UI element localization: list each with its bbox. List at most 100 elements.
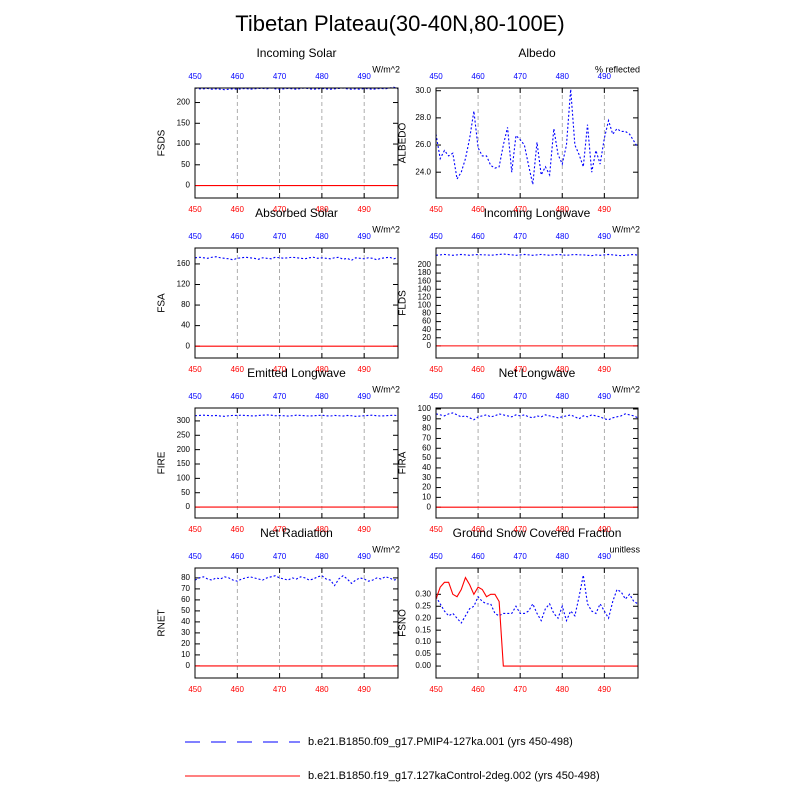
x-tick-label-bottom: 450 (188, 365, 202, 374)
x-tick-label-bottom: 460 (471, 365, 485, 374)
x-tick-label-top: 470 (513, 72, 527, 81)
y-tick-label: 250 (177, 430, 191, 439)
x-tick-label-bottom: 480 (315, 525, 329, 534)
y-axis-label: FSA (157, 293, 168, 313)
y-axis-label: FLDS (398, 290, 409, 316)
x-tick-label-top: 460 (471, 232, 485, 241)
x-tick-label-top: 460 (231, 72, 245, 81)
y-tick-label: 160 (177, 259, 191, 268)
series-line (435, 575, 639, 624)
x-tick-label-top: 490 (357, 72, 371, 81)
x-tick-label-bottom: 480 (556, 525, 570, 534)
x-tick-label-bottom: 490 (357, 525, 371, 534)
units-label: unitless (609, 544, 640, 554)
y-tick-label: 80 (181, 300, 190, 309)
x-tick-label-top: 480 (315, 552, 329, 561)
y-tick-label: 70 (422, 434, 431, 443)
x-tick-label-top: 480 (556, 232, 570, 241)
y-tick-label: 90 (422, 414, 431, 423)
y-tick-label: 20 (422, 333, 431, 342)
panel-title: Albedo (518, 46, 556, 60)
x-tick-label-top: 460 (231, 232, 245, 241)
x-tick-label-bottom: 450 (188, 205, 202, 214)
x-tick-label-top: 470 (273, 552, 287, 561)
x-tick-label-top: 460 (231, 552, 245, 561)
x-tick-label-top: 480 (556, 552, 570, 561)
y-tick-label: 60 (181, 595, 190, 604)
y-tick-label: 0 (186, 502, 191, 511)
units-label: W/m^2 (612, 224, 640, 234)
x-tick-label-bottom: 480 (556, 685, 570, 694)
x-tick-label-bottom: 460 (231, 205, 245, 214)
plot-frame (435, 247, 639, 359)
units-label: W/m^2 (372, 384, 400, 394)
y-tick-label: 26.0 (415, 140, 431, 149)
y-tick-label: 0.05 (415, 649, 431, 658)
plot-frame (435, 87, 639, 199)
y-tick-label: 0 (186, 341, 191, 350)
panel-title: Absorbed Solar (255, 206, 338, 220)
x-tick-label-bottom: 470 (273, 685, 287, 694)
y-tick-label: 10 (422, 492, 431, 501)
y-tick-label: 200 (177, 445, 191, 454)
panel-title: Net Radiation (260, 526, 333, 540)
x-tick-label-bottom: 470 (273, 525, 287, 534)
x-tick-label-bottom: 490 (357, 365, 371, 374)
x-tick-label-top: 480 (556, 72, 570, 81)
y-tick-label: 200 (177, 98, 191, 107)
plot-frame (194, 567, 399, 679)
series-line (435, 253, 639, 257)
y-tick-label: 40 (181, 321, 190, 330)
y-tick-label: 100 (418, 404, 432, 413)
x-tick-label-top: 450 (188, 72, 202, 81)
y-tick-label: 40 (181, 617, 190, 626)
y-tick-label: 100 (418, 301, 432, 310)
y-tick-label: 200 (418, 260, 432, 269)
y-tick-label: 0.15 (415, 625, 431, 634)
x-tick-label-bottom: 460 (471, 525, 485, 534)
x-tick-label-bottom: 490 (598, 205, 612, 214)
x-tick-label-top: 490 (357, 392, 371, 401)
y-tick-label: 20 (181, 639, 190, 648)
x-tick-label-top: 460 (471, 392, 485, 401)
y-axis-label: ALBEDO (398, 122, 409, 163)
y-tick-label: 30 (422, 473, 431, 482)
y-tick-label: 24.0 (415, 167, 431, 176)
series-line (194, 575, 399, 587)
x-tick-label-bottom: 470 (513, 365, 527, 374)
y-tick-label: 100 (177, 139, 191, 148)
y-tick-label: 60 (422, 317, 431, 326)
y-axis-label: FSNO (398, 609, 409, 637)
x-tick-label-top: 490 (598, 72, 612, 81)
x-tick-label-top: 450 (188, 232, 202, 241)
y-tick-label: 0.10 (415, 637, 431, 646)
x-tick-label-bottom: 450 (429, 685, 443, 694)
x-tick-label-bottom: 470 (273, 205, 287, 214)
y-tick-label: 0.25 (415, 601, 431, 610)
x-tick-label-top: 450 (429, 392, 443, 401)
x-tick-label-bottom: 450 (429, 365, 443, 374)
y-axis-label: RNET (157, 609, 168, 636)
plot-frame (194, 407, 399, 519)
x-tick-label-top: 460 (231, 392, 245, 401)
x-tick-label-top: 450 (429, 232, 443, 241)
x-tick-label-bottom: 480 (556, 365, 570, 374)
x-tick-label-top: 470 (513, 392, 527, 401)
y-tick-label: 0.30 (415, 589, 431, 598)
y-tick-label: 40 (422, 325, 431, 334)
y-tick-label: 0.20 (415, 613, 431, 622)
plot-frame (194, 247, 399, 359)
x-tick-label-top: 470 (273, 72, 287, 81)
series-line (435, 412, 639, 421)
x-tick-label-bottom: 470 (513, 525, 527, 534)
y-tick-label: 50 (181, 606, 190, 615)
x-tick-label-top: 470 (513, 232, 527, 241)
x-tick-label-bottom: 470 (513, 685, 527, 694)
y-tick-label: 30.0 (415, 86, 431, 95)
series-line (194, 256, 399, 261)
y-tick-label: 100 (177, 473, 191, 482)
x-tick-label-top: 480 (556, 392, 570, 401)
y-tick-label: 0 (427, 502, 432, 511)
panel-title: Emitted Longwave (247, 366, 346, 380)
